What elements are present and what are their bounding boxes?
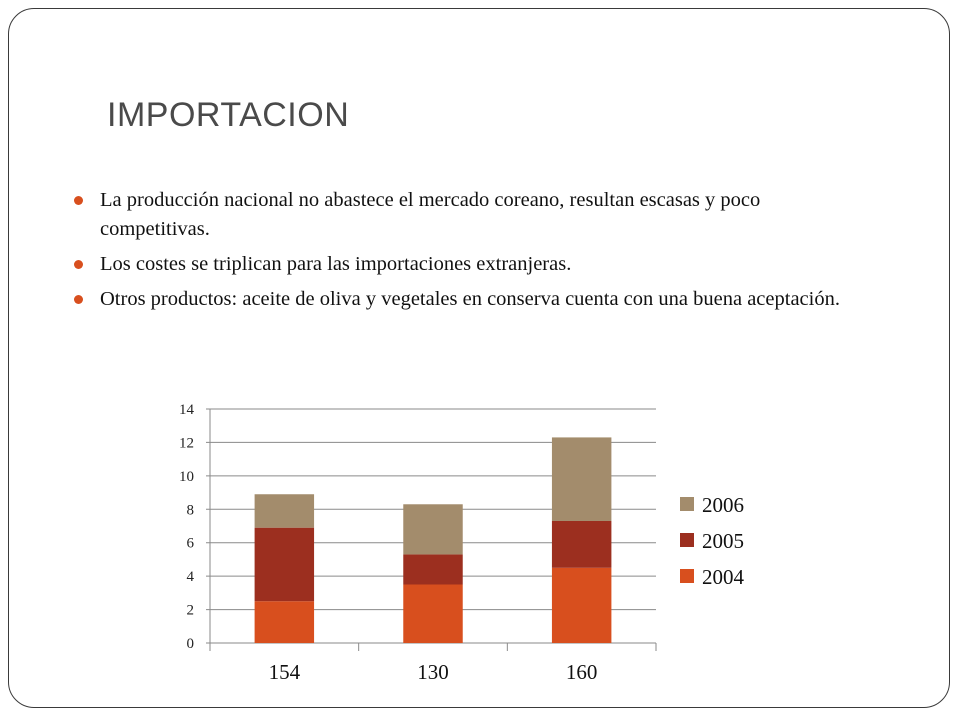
y-tick-label: 14 (179, 402, 195, 418)
y-tick-label: 4 (187, 569, 195, 585)
bullet-item: Otros productos: aceite de oliva y veget… (72, 285, 862, 314)
y-tick-label: 6 (187, 536, 195, 552)
bar-segment-2004 (551, 567, 612, 643)
bar-segment-2004 (254, 601, 315, 643)
x-category-label: 130 (417, 660, 449, 684)
bar-segment-2006 (254, 494, 315, 528)
legend-label: 2006 (702, 493, 744, 517)
legend-label: 2005 (702, 529, 744, 553)
bar-segment-2005 (551, 520, 612, 568)
bar-segment-2005 (403, 554, 463, 585)
bullet-item: Los costes se triplican para las importa… (72, 250, 862, 279)
legend-label: 2004 (702, 565, 745, 589)
bullet-item: La producción nacional no abastece el me… (72, 186, 862, 244)
x-category-label: 154 (269, 660, 301, 684)
slide-title: IMPORTACION (107, 96, 350, 134)
bullet-text: Otros productos: aceite de oliva y veget… (100, 288, 840, 310)
chart-svg: 0 2 4 6 8 10 12 14 154 130 160 2006 2005 2004 (179, 402, 745, 684)
x-category-label: 160 (566, 660, 598, 684)
bar-segment-2005 (254, 527, 315, 602)
y-tick-label: 10 (179, 469, 194, 485)
y-tick-label: 12 (179, 435, 194, 451)
legend-swatch (680, 533, 694, 547)
bar-segment-2004 (403, 584, 463, 643)
legend-swatch (680, 497, 694, 511)
legend-swatch (680, 569, 694, 583)
bar-segment-2006 (551, 437, 612, 521)
bullet-text: Los costes se triplican para las importa… (100, 253, 572, 275)
bullet-text: La producción nacional no abastece el me… (100, 189, 761, 240)
y-tick-label: 0 (187, 636, 195, 652)
y-tick-label: 8 (187, 502, 195, 518)
bar-segment-2006 (403, 504, 463, 555)
bullet-dot-icon (74, 260, 83, 269)
bullet-list: La producción nacional no abastece el me… (72, 186, 862, 320)
slide-frame (8, 8, 950, 708)
y-tick-label: 2 (187, 603, 195, 619)
bullet-dot-icon (74, 196, 83, 205)
bullet-dot-icon (74, 295, 83, 304)
stacked-bar-chart: 0 2 4 6 8 10 12 14 154 130 160 2006 2005 2004 (140, 395, 800, 695)
